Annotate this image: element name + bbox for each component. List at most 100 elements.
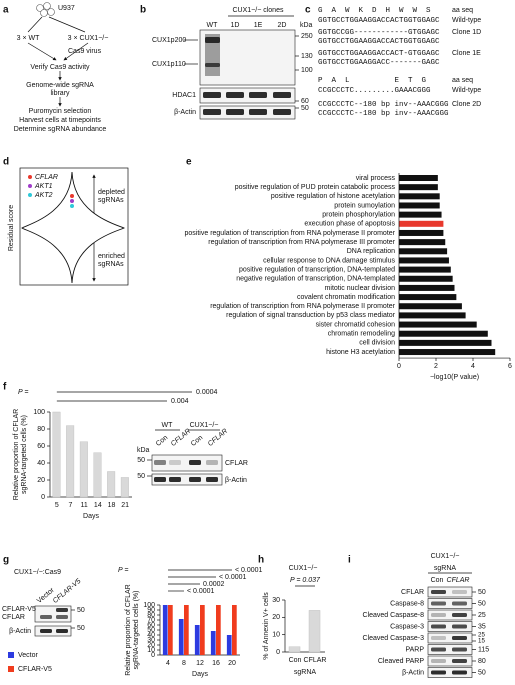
p-value: 0.004: [171, 398, 189, 405]
lane-label: CFLAR-V5: [52, 578, 83, 605]
blot-band: [452, 624, 467, 629]
panel-letter: a: [3, 5, 9, 16]
blot-band: [56, 629, 68, 633]
axis-title: sgRNA-targeted cells (%): [21, 415, 28, 494]
bar: [399, 211, 442, 218]
axis-title: Relative proportion of CFLAR: [13, 409, 20, 500]
y-tick-label: 100: [33, 409, 45, 416]
protein-label: PARP: [405, 646, 424, 653]
blot-band: [452, 659, 467, 663]
sequence: P A L E T G: [318, 77, 427, 85]
legend-label: Vector: [18, 652, 39, 659]
panel-title: CUX1−/−: [289, 565, 318, 572]
bar: [399, 266, 451, 273]
category-label: protein sumoylation: [334, 202, 395, 209]
gene-dot: [70, 204, 74, 208]
x-tick-label: 14: [94, 502, 102, 509]
sequence: GGTGCCTGGAAGGACCACTGGTGGAGC: [318, 38, 440, 46]
clones-label: CUX1−/− clones: [233, 7, 284, 14]
protein-label: β-Actin: [225, 477, 247, 484]
bar: [107, 471, 116, 498]
x-tick-label: 20: [228, 660, 236, 667]
blot-band: [203, 92, 221, 98]
category-label: positive regulation of PUD protein catab…: [235, 184, 396, 191]
workflow-step: Verify Cas9 activity: [30, 64, 90, 71]
marker-label: 50: [478, 669, 486, 676]
y-tick-label: 0: [41, 494, 45, 501]
bar: [399, 239, 446, 246]
sequence: GGTGCCTGGAAGGACC-------GAGC: [318, 59, 440, 67]
sequence-name: aa seq: [452, 7, 473, 14]
category-label: execution phase of apoptosis: [304, 221, 395, 228]
arrow-label: depleted: [98, 189, 125, 196]
p-value: 0.0004: [196, 389, 218, 396]
x-tick-label: 4: [471, 363, 475, 370]
lane-label: WT: [207, 22, 219, 29]
bar: [399, 349, 496, 356]
panel-title: CUX1−/−:Cas9: [14, 569, 61, 576]
bar: [399, 184, 438, 191]
bar: [288, 646, 301, 653]
bar: [399, 248, 448, 255]
group-label: 3 × CUX1−/−: [68, 35, 109, 42]
y-tick-label: 60: [37, 443, 45, 450]
bar: [178, 619, 184, 655]
kda-label: kDa: [137, 447, 150, 454]
bar: [399, 284, 455, 291]
panel-title: CUX1−/−: [431, 553, 460, 560]
marker-label: 50: [137, 457, 145, 464]
lane-label: 2D: [278, 22, 287, 29]
category-label: covalent chromatin modification: [297, 294, 395, 301]
y-tick-label: 20: [272, 614, 280, 621]
protein-label: CUX1p110: [152, 61, 186, 68]
group-label: 3 × WT: [17, 35, 40, 42]
p-value: < 0.0001: [219, 574, 247, 581]
x-tick-label: 11: [81, 502, 88, 509]
p-prefix: P =: [18, 389, 28, 396]
axis-title: sgRNA: [294, 669, 317, 676]
blot-band: [206, 477, 218, 482]
x-tick-label: CFLAR: [304, 657, 327, 664]
x-tick-label: 8: [182, 660, 186, 667]
p-value: < 0.0001: [187, 588, 215, 595]
blot-band: [249, 109, 267, 115]
sequence: GGTGCCGG------------GTGGAGC: [318, 29, 440, 37]
bar: [232, 605, 237, 655]
y-tick-label: 30: [147, 637, 155, 644]
sequence: CCGCCCTC--180 bp inv--AAACGGG: [318, 110, 449, 118]
x-tick-label: 5: [55, 502, 59, 509]
blot-band: [226, 109, 244, 115]
x-tick-label: 2: [434, 363, 438, 370]
workflow-step: Genome-wide sgRNA: [26, 82, 94, 89]
y-tick-label: 10: [147, 647, 155, 654]
bar: [93, 452, 102, 498]
marker-label: 50: [137, 473, 145, 480]
p-value: < 0.0001: [235, 567, 263, 574]
blot-band: [205, 37, 220, 43]
lane-label: 1D: [231, 22, 240, 29]
category-label: DNA replication: [347, 248, 395, 255]
sequence-name: Wild-type: [452, 17, 481, 24]
protein-label: β-Actin: [174, 109, 196, 116]
panel-letter: i: [348, 555, 351, 566]
sequence-name: aa seq: [452, 77, 473, 84]
y-tick-label: 100: [143, 602, 155, 609]
panel-letter: c: [305, 5, 311, 16]
marker-label: 25: [478, 632, 485, 639]
blot-membrane: [199, 87, 296, 104]
blot-band: [452, 670, 467, 675]
category-label: chromatin remodeling: [328, 331, 395, 338]
panel-letter: h: [258, 555, 264, 566]
blot-band: [431, 647, 446, 652]
bar: [399, 294, 457, 301]
sequence-name: Clone 1D: [452, 29, 481, 36]
lane-label: CFLAR: [207, 428, 229, 448]
virus-label: Cas9 virus: [68, 48, 102, 55]
sequence-name: Wild-type: [452, 87, 481, 94]
y-tick-label: 20: [147, 642, 155, 649]
sequence-name: Clone 1E: [452, 50, 481, 57]
blot-band: [249, 92, 267, 98]
bar: [308, 610, 321, 653]
bar: [162, 605, 168, 655]
lane-label: Con: [190, 434, 204, 448]
